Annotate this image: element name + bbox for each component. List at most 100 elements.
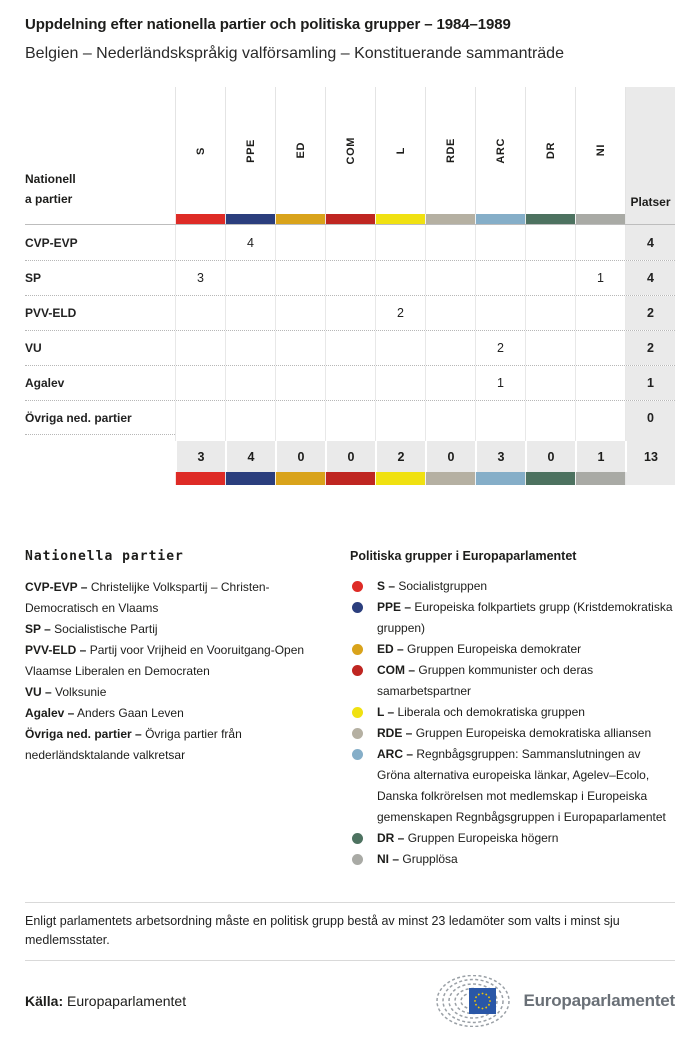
total-value: 0 (275, 441, 325, 472)
group-color-dot (352, 707, 363, 718)
color-bar-ed (275, 214, 325, 224)
cell-value (225, 261, 275, 295)
group-abbr: ARC – (377, 747, 414, 761)
total-seats-value: 13 (625, 441, 675, 472)
col-header-ppe: PPE (225, 87, 275, 214)
party-label: Övriga ned. partier (25, 401, 175, 435)
cell-value (525, 366, 575, 400)
group-color-dot (352, 749, 363, 760)
group-desc: Socialistgruppen (398, 579, 488, 593)
cell-value (225, 331, 275, 365)
cell-value (275, 401, 325, 435)
cell-value (325, 401, 375, 435)
cell-value (575, 296, 625, 330)
cell-value: 2 (375, 296, 425, 330)
cell-value (175, 401, 225, 435)
party-desc: Christelijke Volkspartij – Christen-Demo… (25, 580, 270, 615)
seats-value: 0 (625, 401, 675, 435)
logo-text: Europaparlamentet (523, 990, 675, 1010)
cell-value (575, 331, 625, 365)
group-abbr: COM – (377, 663, 416, 677)
color-bar-s (175, 472, 225, 485)
table-row-sp: SP 3 1 4 (25, 260, 675, 295)
seats-table: Nationell a partier S PPE ED COM L RDE A… (25, 87, 675, 485)
col-header-dr: DR (525, 87, 575, 214)
color-bar-ni (575, 472, 625, 485)
col-header-dr-label: DR (544, 141, 557, 160)
cell-value (525, 331, 575, 365)
color-bar-ni (575, 214, 625, 224)
group-desc: Gruppen kommunister och deras samarbetsp… (377, 663, 594, 698)
spacer-cell (425, 435, 475, 441)
footer-bar: Källa: Europaparlamentet Europaparlament… (25, 974, 675, 1027)
table-header-row: Nationell a partier S PPE ED COM L RDE A… (25, 87, 675, 214)
total-value: 0 (325, 441, 375, 472)
cell-value (325, 261, 375, 295)
spacer-cell (325, 435, 375, 441)
spacer-cell (275, 435, 325, 441)
party-label: PVV-ELD (25, 306, 77, 320)
cell-value (425, 401, 475, 435)
color-bar-rde (425, 472, 475, 485)
legend-item: SP – Socialistische Partij (25, 619, 330, 640)
legend-section: Nationella partier CVP-EVP – Christelijk… (25, 549, 675, 870)
spacer-cell (225, 435, 275, 441)
legend-national-heading: Nationella partier (25, 549, 184, 564)
col-header-ed: ED (275, 87, 325, 214)
col-header-ni: NI (575, 87, 625, 214)
col-header-com-label: COM (344, 136, 357, 165)
group-text: COM – Gruppen kommunister och deras sama… (377, 660, 675, 702)
source-value: Europaparlamentet (67, 992, 187, 1009)
col-header-rde-label: RDE (444, 137, 457, 164)
color-bar-ed (275, 472, 325, 485)
spacer-seats-cell (625, 435, 675, 441)
party-abbr: VU – (25, 685, 52, 699)
group-text: RDE – Gruppen Europeiska demokratiska al… (377, 723, 651, 744)
legend-item: COM – Gruppen kommunister och deras sama… (350, 660, 675, 702)
party-desc: Socialistische Partij (54, 622, 158, 636)
col-header-ed-label: ED (294, 142, 307, 159)
source-line: Källa: Europaparlamentet (25, 993, 186, 1009)
spacer-cell (575, 435, 625, 441)
cell-value (275, 296, 325, 330)
group-abbr: ED – (377, 642, 404, 656)
color-bar-l (375, 214, 425, 224)
party-abbr: SP – (25, 622, 51, 636)
party-desc: Anders Gaan Leven (77, 706, 184, 720)
cell-value (175, 225, 225, 260)
total-value: 0 (425, 441, 475, 472)
legend-item: PPE – Europeiska folkpartiets grupp (Kri… (350, 597, 675, 639)
table-spacer-row (25, 435, 675, 441)
color-bar-arc (475, 214, 525, 224)
group-abbr: L – (377, 705, 395, 719)
legend-item: CVP-EVP – Christelijke Volkspartij – Chr… (25, 577, 330, 619)
party-desc: Volksunie (55, 685, 107, 699)
party-label: Agalev (25, 376, 65, 390)
party-abbr: PVV-ELD – (25, 643, 87, 657)
seats-value: 2 (625, 331, 675, 365)
cell-value (375, 261, 425, 295)
cell-value (225, 366, 275, 400)
cell-value (325, 366, 375, 400)
cell-value (475, 225, 525, 260)
col-header-arc: ARC (475, 87, 525, 214)
cell-value (525, 225, 575, 260)
color-bar-ppe (225, 214, 275, 224)
group-desc: Europeiska folkpartiets grupp (Kristdemo… (377, 600, 673, 635)
group-color-dot (352, 665, 363, 676)
color-bar-dr (525, 214, 575, 224)
cell-value (375, 366, 425, 400)
party-label: CVP-EVP (25, 235, 78, 250)
cell-value (425, 296, 475, 330)
total-value: 3 (175, 441, 225, 472)
color-bar-com (325, 472, 375, 485)
cell-value: 2 (475, 331, 525, 365)
group-color-dot (352, 602, 363, 613)
col-header-arc-label: ARC (494, 137, 507, 164)
legend-item: NI – Grupplösa (350, 849, 675, 870)
table-row-pvv-eld: PVV-ELD 2 2 (25, 295, 675, 330)
spacer-cell (475, 435, 525, 441)
cell-value (175, 331, 225, 365)
cell-value (375, 225, 425, 260)
cell-value (575, 366, 625, 400)
